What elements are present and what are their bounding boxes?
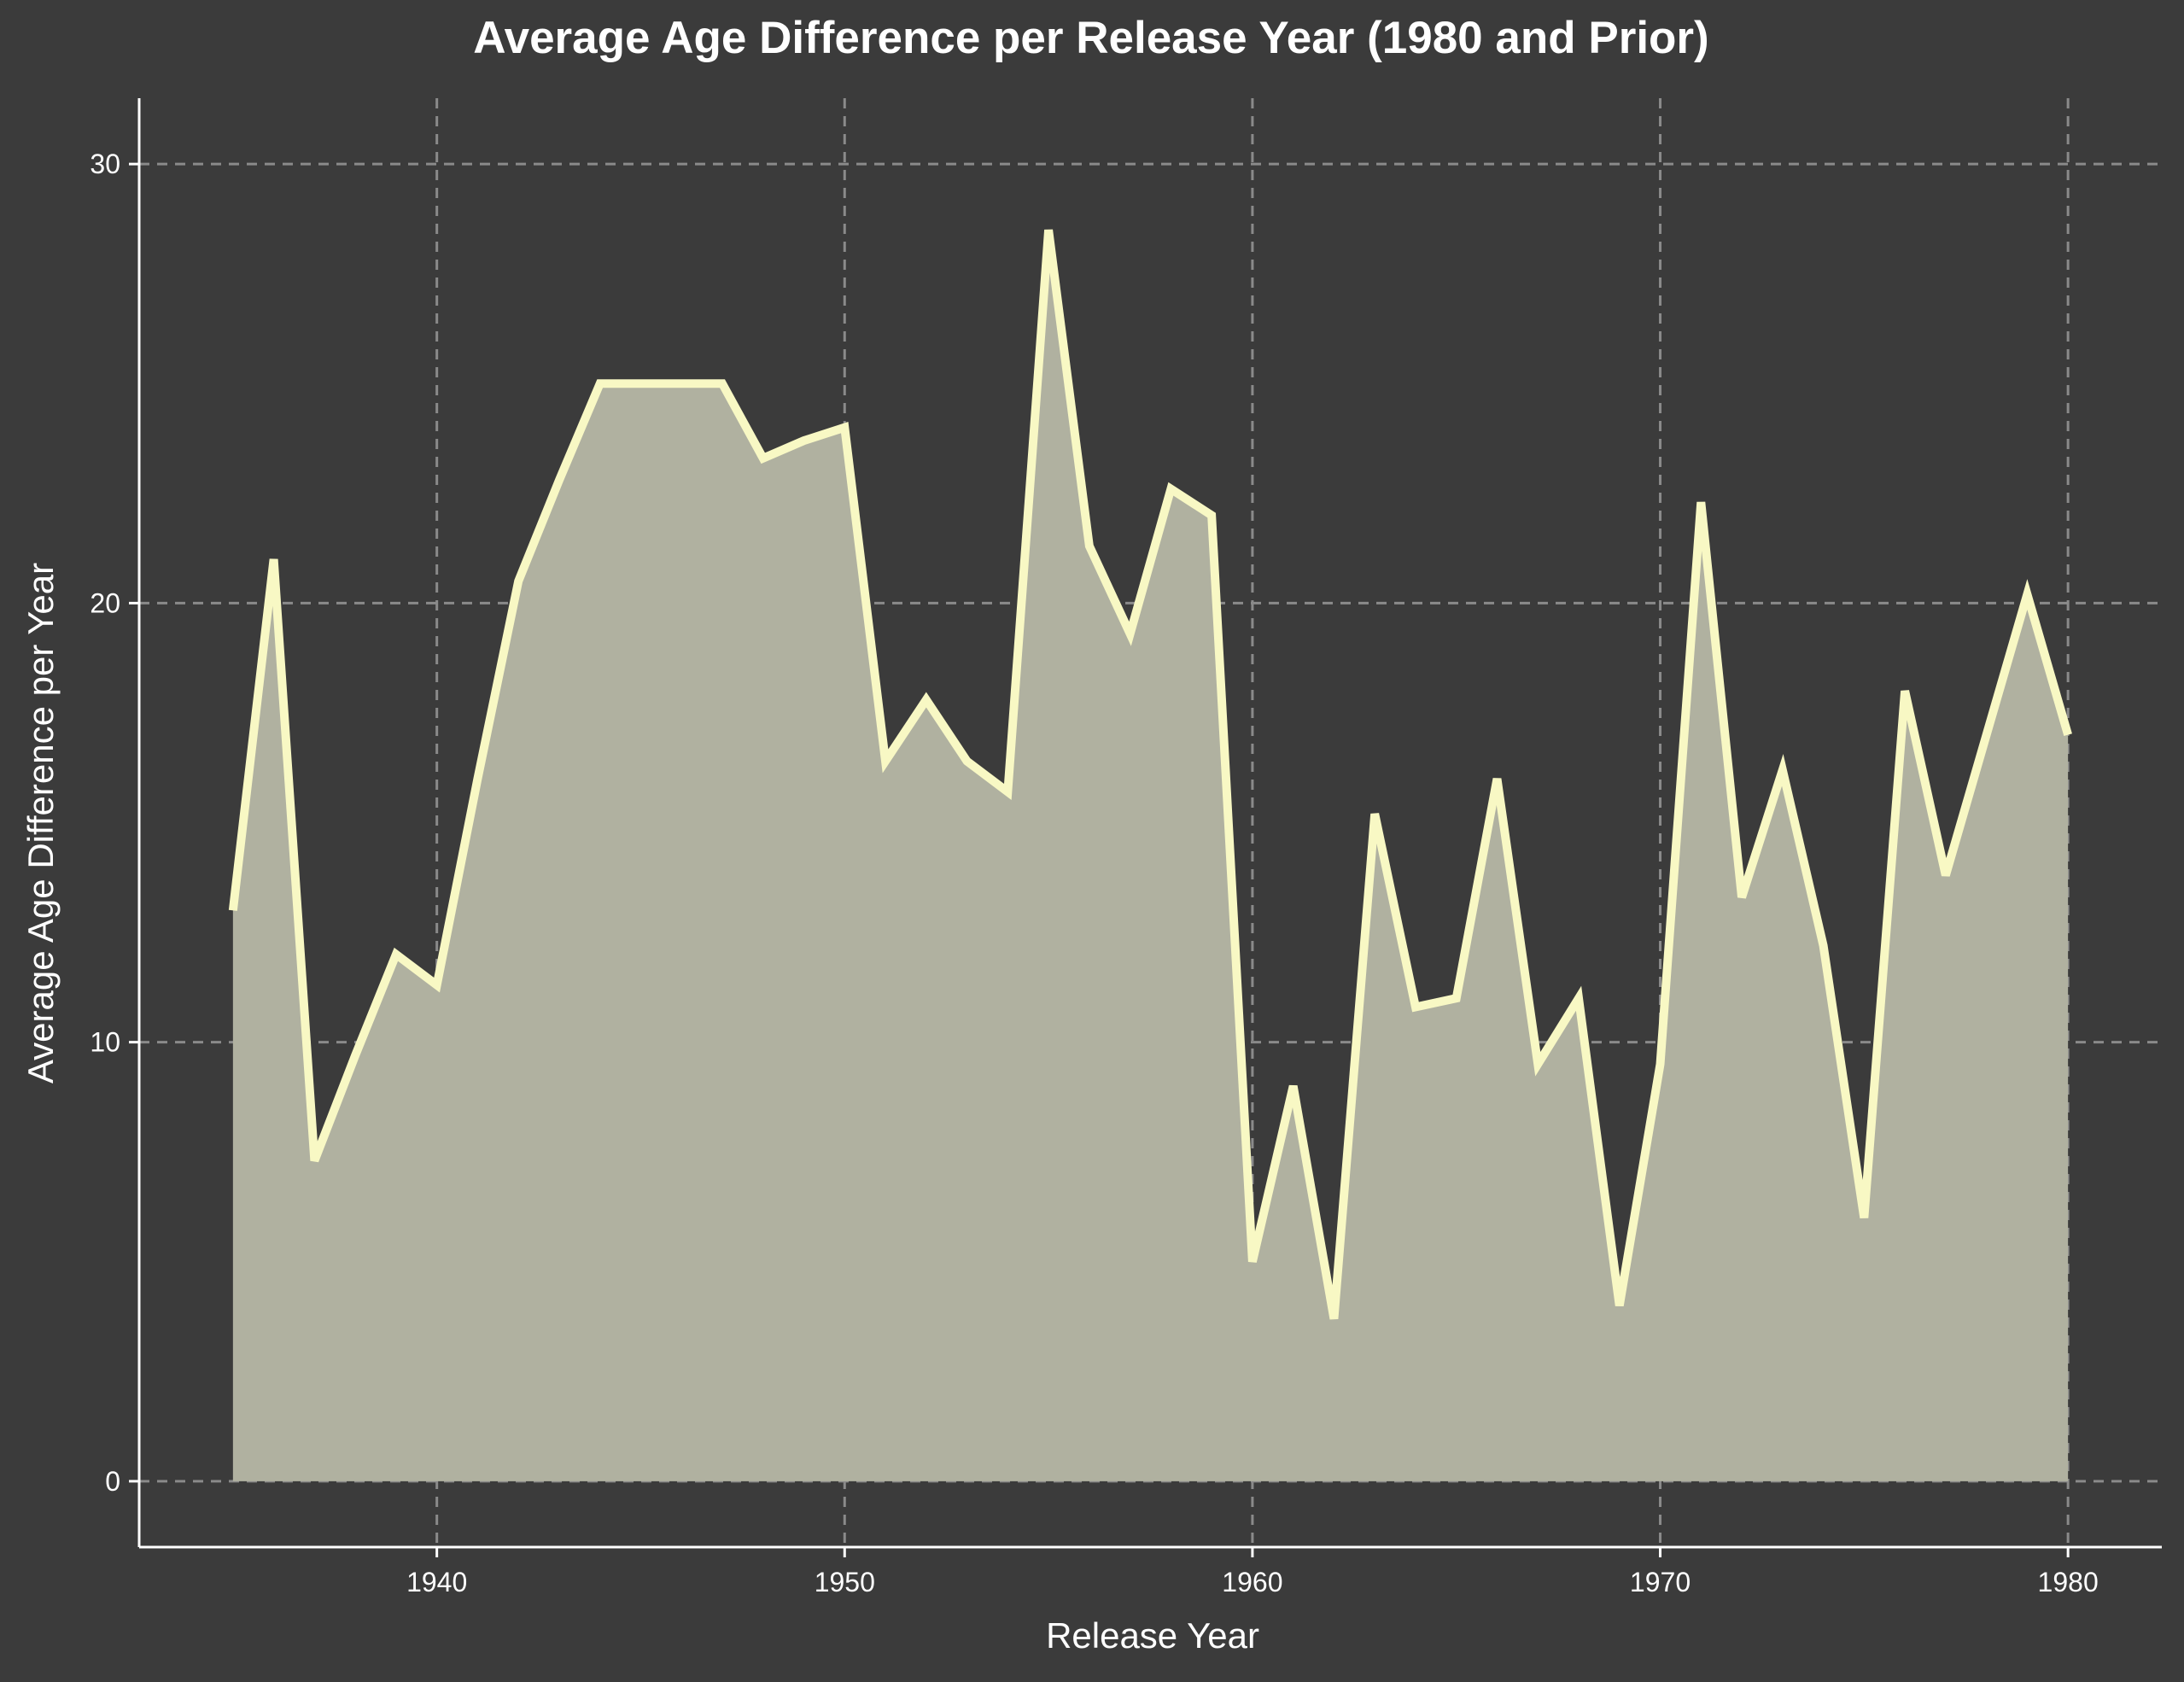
x-tick-label-1970: 1970 — [1630, 1567, 1691, 1597]
x-tick-label-1980: 1980 — [2038, 1567, 2099, 1597]
axes — [137, 98, 2162, 1549]
series-line — [228, 229, 2072, 1320]
x-axis-label: Release Year — [1046, 1615, 1259, 1656]
y-tick-label-30: 30 — [90, 149, 120, 179]
y-tick-label-0: 0 — [105, 1466, 120, 1497]
area-fill — [232, 230, 2069, 1481]
y-axis-label: Average Age Difference per Year — [20, 563, 61, 1083]
y-tick-label-10: 10 — [90, 1027, 120, 1058]
tick-labels: 1940 1950 1960 1970 1980 0 10 20 30 — [90, 149, 2098, 1597]
y-tick-label-20: 20 — [90, 587, 120, 618]
x-tick-label-1940: 1940 — [406, 1567, 467, 1597]
x-tick-label-1960: 1960 — [1222, 1567, 1282, 1597]
chart-title: Average Age Difference per Release Year … — [473, 13, 1708, 63]
x-tick-label-1950: 1950 — [815, 1567, 875, 1597]
